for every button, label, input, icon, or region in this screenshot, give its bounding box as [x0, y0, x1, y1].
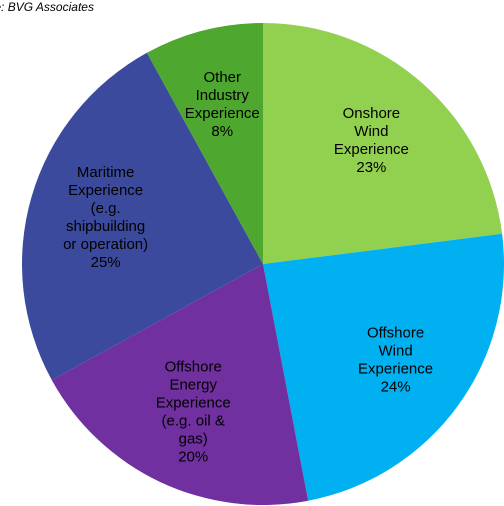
slice-label: Onshore — [343, 105, 401, 122]
slice-label: (e.g. oil & — [162, 412, 225, 429]
slice-label: or operation) — [63, 236, 148, 253]
value-label: 8% — [211, 123, 233, 140]
slice-label: Industry — [196, 87, 250, 104]
value-label: 24% — [381, 378, 411, 395]
pie-slice — [21, 52, 264, 381]
slice-label: Experience — [185, 105, 260, 122]
slice-label: Experience — [156, 394, 231, 411]
slice-label: Offshore — [165, 358, 222, 375]
pie-slice — [263, 23, 503, 264]
slice-label: Offshore — [367, 324, 424, 341]
pie-slice — [146, 23, 263, 264]
slice-label: Experience — [358, 360, 433, 377]
slice-label: Energy — [169, 376, 217, 393]
pie-slice — [51, 264, 309, 506]
slice-label: Other — [203, 69, 241, 86]
slice-label: (e.g. — [91, 200, 121, 217]
slice-label: Experience — [334, 141, 409, 158]
slice-label: Wind — [378, 342, 412, 359]
source-note: Source: BVG Associates — [0, 0, 94, 14]
value-label: 23% — [356, 159, 386, 176]
slice-label: Wind — [354, 123, 388, 140]
value-label: 20% — [178, 448, 208, 465]
slice-label: Experience — [68, 182, 143, 199]
slice-label: shipbuilding — [66, 218, 145, 235]
value-label: 25% — [91, 254, 121, 271]
slice-label: gas) — [179, 430, 208, 447]
slice-label: Maritime — [77, 164, 135, 181]
pie-slice — [263, 233, 504, 501]
